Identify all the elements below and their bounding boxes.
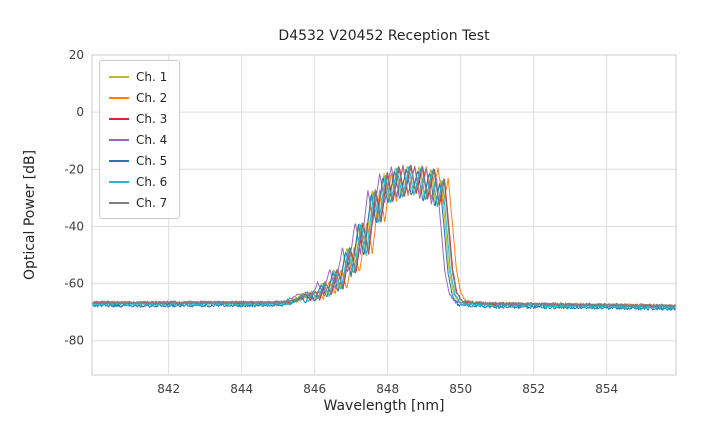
- legend-item: Ch. 7: [109, 192, 167, 213]
- legend-line-swatch: [109, 180, 129, 183]
- svg-text:-20: -20: [64, 162, 84, 176]
- svg-text:846: 846: [303, 382, 326, 396]
- legend-line-swatch: [109, 138, 129, 141]
- svg-text:850: 850: [449, 382, 472, 396]
- legend-label: Ch. 7: [136, 195, 168, 210]
- chart-title: D4532 V20452 Reception Test: [278, 28, 490, 44]
- legend-item: Ch. 5: [109, 150, 167, 171]
- legend-item: Ch. 4: [109, 129, 167, 150]
- svg-text:854: 854: [595, 382, 618, 396]
- legend-item: Ch. 6: [109, 171, 167, 192]
- legend-label: Ch. 3: [136, 111, 168, 126]
- legend: Ch. 1 Ch. 2 Ch. 3 Ch. 4 Ch. 5 Ch. 6 Ch. …: [99, 60, 181, 219]
- svg-text:852: 852: [522, 382, 545, 396]
- legend-item: Ch. 2: [109, 87, 167, 108]
- legend-line-swatch: [109, 117, 129, 120]
- legend-line-swatch: [109, 201, 129, 204]
- y-axis-label: Optical Power [dB]: [22, 149, 38, 281]
- legend-label: Ch. 6: [136, 174, 168, 189]
- legend-line-swatch: [109, 96, 129, 99]
- svg-text:848: 848: [376, 382, 399, 396]
- svg-text:844: 844: [230, 382, 253, 396]
- legend-label: Ch. 5: [136, 153, 168, 168]
- svg-text:20: 20: [69, 48, 84, 62]
- legend-line-swatch: [109, 159, 129, 162]
- legend-label: Ch. 4: [136, 132, 168, 147]
- legend-item: Ch. 1: [109, 66, 167, 87]
- legend-item: Ch. 3: [109, 108, 167, 129]
- x-axis-label: Wavelength [nm]: [323, 398, 445, 414]
- legend-line-swatch: [109, 75, 129, 78]
- svg-text:0: 0: [76, 105, 84, 119]
- legend-label: Ch. 2: [136, 90, 168, 105]
- legend-label: Ch. 1: [136, 69, 168, 84]
- svg-text:-60: -60: [64, 277, 84, 291]
- svg-text:-80: -80: [64, 334, 84, 348]
- svg-text:842: 842: [157, 382, 180, 396]
- svg-text:-40: -40: [64, 219, 84, 233]
